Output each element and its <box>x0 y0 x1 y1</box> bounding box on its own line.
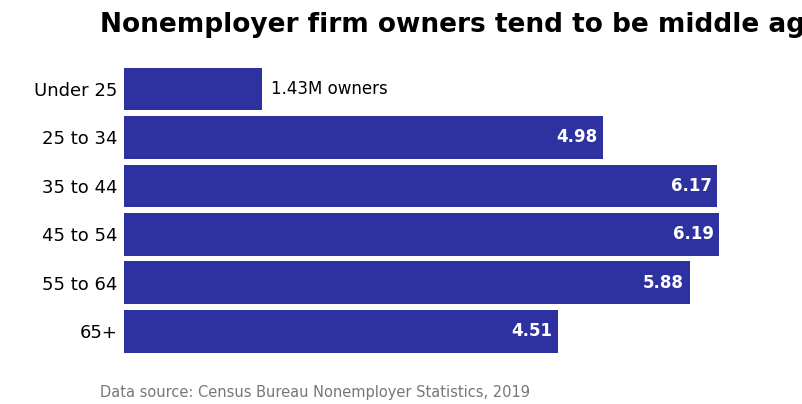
Bar <box>124 67 261 110</box>
Text: 4.98: 4.98 <box>556 128 597 146</box>
Bar <box>124 164 717 207</box>
Text: Nonemployer firm owners tend to be middle aged: Nonemployer firm owners tend to be middl… <box>100 12 802 38</box>
Bar <box>124 116 603 159</box>
Text: 1.43M owners: 1.43M owners <box>271 80 388 98</box>
Bar <box>124 310 558 353</box>
Text: 5.88: 5.88 <box>643 274 684 292</box>
Bar <box>124 261 690 304</box>
Text: 6.17: 6.17 <box>670 177 711 195</box>
Text: Data source: Census Bureau Nonemployer Statistics, 2019: Data source: Census Bureau Nonemployer S… <box>100 385 530 400</box>
Text: 4.51: 4.51 <box>511 322 552 340</box>
Text: 6.19: 6.19 <box>673 225 714 243</box>
Bar <box>124 213 719 256</box>
